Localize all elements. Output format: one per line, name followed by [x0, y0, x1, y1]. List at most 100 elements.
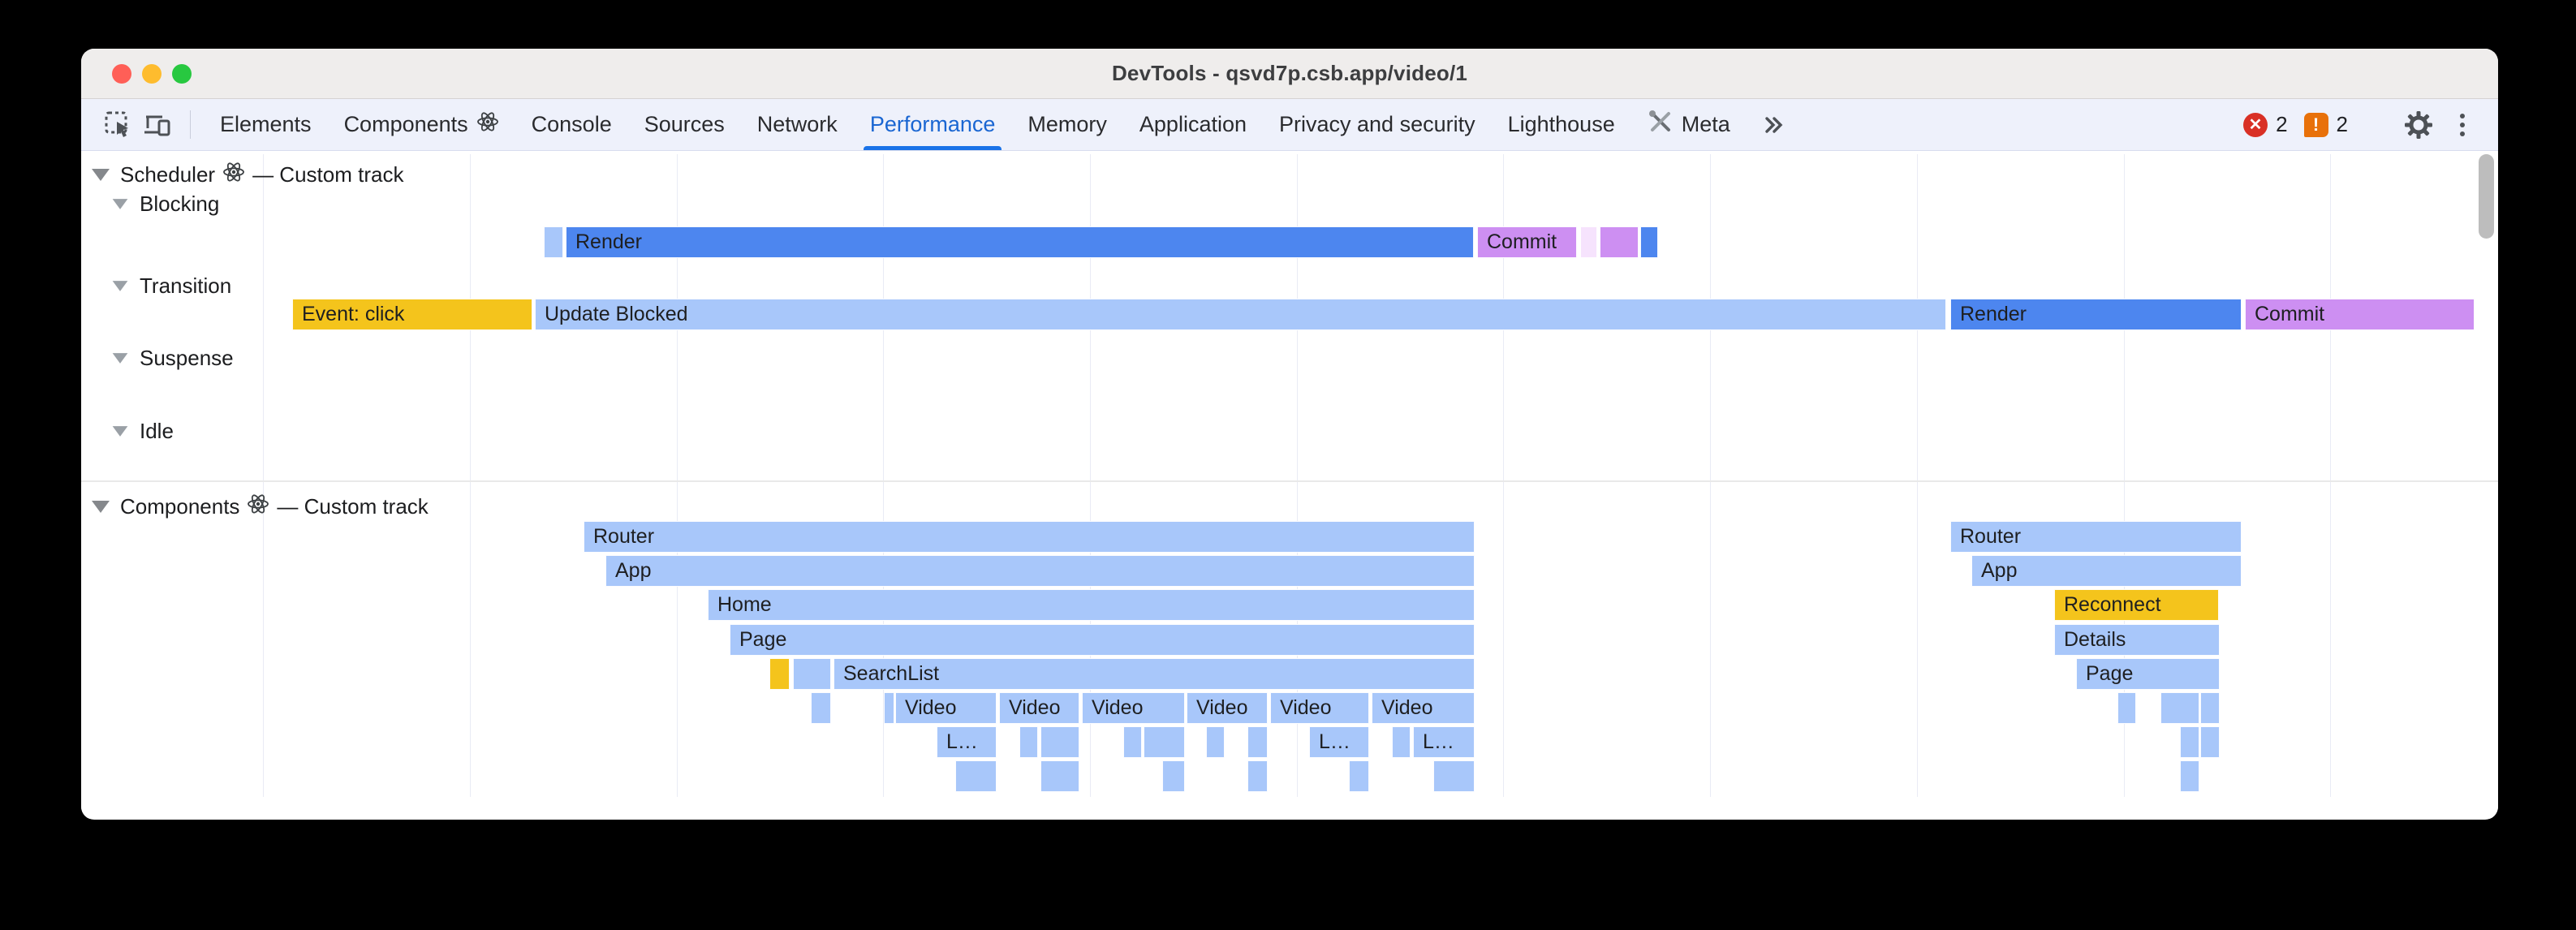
error-badge-icon[interactable]: ✕: [2243, 112, 2268, 137]
flame-bar-render[interactable]: Render: [1950, 299, 2242, 330]
flame-bar[interactable]: [1640, 226, 1658, 258]
error-count[interactable]: 2: [2276, 112, 2288, 136]
tab-label: Lighthouse: [1507, 112, 1615, 136]
flame-bar-searchlist[interactable]: SearchList: [834, 658, 1475, 690]
gridline: [1090, 154, 1091, 797]
flame-bar-reconnect[interactable]: Reconnect: [2054, 589, 2219, 621]
flame-bar-update-blocked[interactable]: Update Blocked: [535, 299, 1946, 330]
tab-meta[interactable]: Meta: [1631, 99, 1747, 150]
flame-bar-event-click[interactable]: Event: click: [292, 299, 532, 330]
devtools-window: DevTools - qsvd7p.csb.app/video/1 Elemen…: [81, 49, 2498, 820]
flame-bar[interactable]: [1123, 726, 1142, 758]
gridline: [1503, 154, 1504, 797]
toolbar-separator: [190, 110, 191, 139]
warning-count[interactable]: 2: [2336, 112, 2348, 136]
flame-bar-details[interactable]: Details: [2054, 624, 2220, 656]
tab-sources[interactable]: Sources: [628, 99, 741, 150]
zoom-window-button[interactable]: [172, 63, 192, 84]
flame-bar[interactable]: [955, 760, 997, 792]
track-title: Components: [120, 494, 240, 519]
flame-bar[interactable]: [1040, 760, 1079, 792]
flame-bar-render[interactable]: Render: [566, 226, 1474, 258]
flame-bar[interactable]: [884, 692, 894, 724]
flame-bar[interactable]: [811, 692, 831, 724]
lane-label-blocking[interactable]: Blocking: [111, 192, 219, 217]
flame-bar-l[interactable]: L…: [1413, 726, 1475, 758]
tab-label: Network: [756, 112, 838, 136]
track-divider: [81, 480, 2498, 482]
tab-performance[interactable]: Performance: [854, 99, 1012, 150]
flame-bar[interactable]: [1392, 726, 1411, 758]
flame-bar-video[interactable]: Video: [1372, 692, 1475, 724]
tab-console[interactable]: Console: [515, 99, 628, 150]
settings-gear-button[interactable]: [2399, 110, 2438, 140]
collapse-triangle-icon[interactable]: [112, 426, 128, 437]
flame-bar-page[interactable]: Page: [2076, 658, 2220, 690]
tab-label: Elements: [220, 112, 312, 136]
tab-lighthouse[interactable]: Lighthouse: [1492, 99, 1631, 150]
tab-network[interactable]: Network: [741, 99, 854, 150]
collapse-triangle-icon[interactable]: [112, 199, 128, 209]
warning-badge-icon[interactable]: !: [2303, 112, 2328, 137]
flame-bar[interactable]: [2117, 692, 2136, 724]
flame-bar-commit[interactable]: Commit: [1477, 226, 1577, 258]
flame-bar[interactable]: [1040, 726, 1079, 758]
flame-bar-router[interactable]: Router: [584, 521, 1475, 553]
flame-bar-router[interactable]: Router: [1950, 521, 2242, 553]
flame-bar-l[interactable]: L…: [1309, 726, 1369, 758]
flame-bar-home[interactable]: Home: [708, 589, 1475, 621]
lane-label-idle[interactable]: Idle: [111, 419, 174, 444]
scheduler-track-header[interactable]: Scheduler — Custom track: [92, 161, 403, 189]
flame-bar[interactable]: [769, 658, 790, 690]
components-track-header[interactable]: Components — Custom track: [92, 493, 429, 521]
collapse-triangle-icon[interactable]: [112, 281, 128, 291]
flame-bar[interactable]: [1162, 760, 1185, 792]
device-toolbar-button[interactable]: [138, 99, 177, 150]
flame-bar[interactable]: [1019, 726, 1038, 758]
flame-bar[interactable]: [2200, 692, 2220, 724]
tab-memory[interactable]: Memory: [1011, 99, 1123, 150]
tab-components[interactable]: Components: [328, 99, 515, 150]
flame-bar[interactable]: [1349, 760, 1369, 792]
flame-bar-video[interactable]: Video: [1187, 692, 1268, 724]
flame-bar[interactable]: [2200, 726, 2220, 758]
lane-label-transition[interactable]: Transition: [111, 273, 231, 299]
vertical-scrollbar-thumb[interactable]: [2479, 154, 2494, 239]
close-window-button[interactable]: [112, 63, 131, 84]
flame-bar-app[interactable]: App: [605, 555, 1475, 587]
flame-bar[interactable]: [544, 226, 563, 258]
flame-bar[interactable]: [1580, 226, 1597, 258]
flame-bar[interactable]: [1247, 760, 1268, 792]
traffic-lights: [112, 63, 192, 84]
flame-bar-video[interactable]: Video: [1082, 692, 1185, 724]
collapse-triangle-icon[interactable]: [92, 501, 110, 513]
collapse-triangle-icon[interactable]: [92, 169, 110, 181]
track-title: Scheduler: [120, 162, 216, 187]
flame-bar[interactable]: [2180, 760, 2199, 792]
flame-bar[interactable]: [1206, 726, 1225, 758]
flame-bar-commit[interactable]: Commit: [2245, 299, 2475, 330]
tab-application[interactable]: Application: [1123, 99, 1263, 150]
flame-bar[interactable]: [793, 658, 831, 690]
flame-bar-video[interactable]: Video: [1270, 692, 1369, 724]
flame-bar[interactable]: [2180, 726, 2199, 758]
flame-bar-video[interactable]: Video: [999, 692, 1079, 724]
flame-bar-app[interactable]: App: [1971, 555, 2242, 587]
flame-bar[interactable]: [1600, 226, 1639, 258]
tab-privacy-and-security[interactable]: Privacy and security: [1263, 99, 1492, 150]
flame-bar[interactable]: [2160, 692, 2199, 724]
collapse-triangle-icon[interactable]: [112, 353, 128, 364]
flame-bar[interactable]: [1247, 726, 1268, 758]
lane-label-suspense[interactable]: Suspense: [111, 346, 234, 371]
flame-bar[interactable]: [1144, 726, 1185, 758]
flame-bar-l[interactable]: L…: [937, 726, 997, 758]
gridline: [2330, 154, 2331, 797]
inspect-element-button[interactable]: [99, 99, 138, 150]
minimize-window-button[interactable]: [142, 63, 162, 84]
more-options-kebab-button[interactable]: [2446, 113, 2479, 136]
tab-elements[interactable]: Elements: [204, 99, 328, 150]
more-tabs-button[interactable]: [1747, 99, 1800, 150]
flame-bar-video[interactable]: Video: [895, 692, 997, 724]
flame-bar[interactable]: [1433, 760, 1475, 792]
flame-bar-page[interactable]: Page: [730, 624, 1475, 656]
